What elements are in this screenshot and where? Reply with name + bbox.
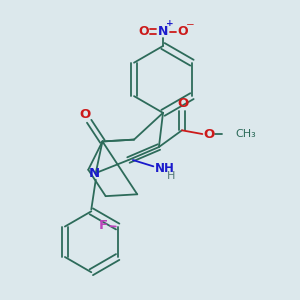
Text: +: + — [166, 19, 173, 28]
Text: CH₃: CH₃ — [236, 129, 256, 139]
Text: −: − — [186, 20, 195, 30]
Text: N: N — [88, 167, 100, 179]
Text: O: O — [177, 26, 188, 38]
Text: NH: NH — [155, 162, 175, 175]
Text: O: O — [138, 26, 149, 38]
Text: N: N — [158, 26, 168, 38]
Text: O: O — [79, 108, 90, 121]
Text: F: F — [99, 219, 108, 232]
Text: H: H — [167, 171, 176, 182]
Text: O: O — [177, 97, 189, 110]
Text: O: O — [203, 128, 215, 140]
